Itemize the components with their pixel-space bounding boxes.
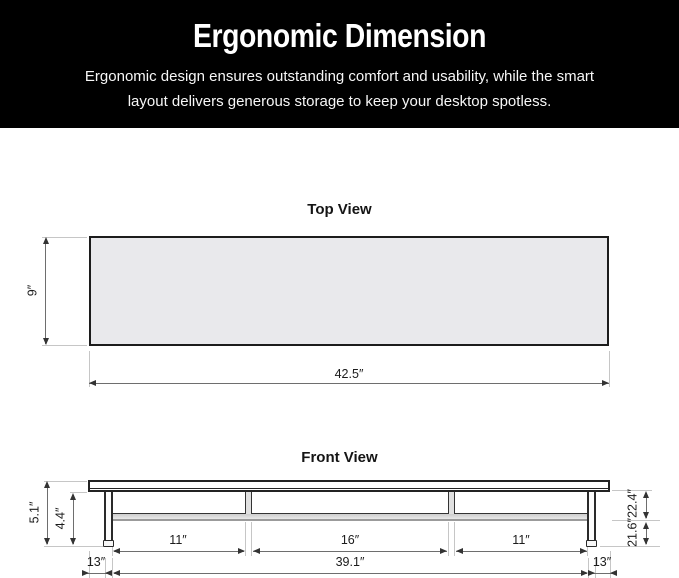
arrow-right-icon <box>581 570 588 576</box>
top-view-ext-line-left <box>89 351 90 387</box>
front-view-ext-leg-right-outer <box>595 558 596 578</box>
top-view-depth-label: 9″ <box>25 284 40 297</box>
arrow-up-icon <box>44 481 50 488</box>
front-view-ext-base-left <box>112 558 113 578</box>
front-view-bay-center-dim-line <box>253 551 447 552</box>
front-view-ext-leg-left-outer <box>105 558 106 578</box>
arrow-down-icon <box>43 338 49 345</box>
arrow-left-icon <box>89 380 96 386</box>
front-view-ext-shelf-right <box>612 520 660 521</box>
front-view-right-upper-dim-line <box>646 493 647 518</box>
arrow-left-icon <box>113 570 120 576</box>
top-view-ext-line-right <box>609 351 610 387</box>
front-view-overhang-left-label: 13″ <box>86 555 106 569</box>
top-view-surface <box>89 236 609 346</box>
front-view-ext-leg-right-inner <box>587 547 588 556</box>
front-view-ext-floor-left <box>44 546 103 547</box>
front-view-desktop-lip <box>90 487 608 489</box>
arrow-up-icon <box>43 237 49 244</box>
front-view-shelf <box>112 513 588 521</box>
front-view-overhang-right-label: 13″ <box>592 555 612 569</box>
header-subtitle-line1: Ergonomic design ensures outstanding com… <box>84 68 595 85</box>
arrow-right-icon <box>602 380 609 386</box>
front-view-base-width-dim-line <box>114 573 587 574</box>
front-view-bay-left-label: 11″ <box>169 533 187 547</box>
front-view-ext-leg-left-inner <box>112 547 113 556</box>
arrow-right-icon <box>238 548 245 554</box>
front-view-leg-left <box>104 491 113 540</box>
arrow-left-icon <box>105 570 112 576</box>
front-view-mid-support-left <box>245 491 252 514</box>
header-banner: Ergonomic Dimension Ergonomic design ens… <box>0 0 679 128</box>
page-title: Ergonomic Dimension <box>192 17 487 54</box>
front-view-right-lower-label: 21.6″ <box>625 518 640 547</box>
front-view-ext-base-right <box>588 558 589 578</box>
arrow-down-icon <box>70 538 76 545</box>
header-subtitle-line2: layout delivers generous storage to keep… <box>127 93 552 110</box>
front-view-desktop-surface <box>88 480 610 492</box>
front-view-ext-slab-bottom-left <box>70 492 87 493</box>
front-view-ext-midleg-left-a <box>245 522 246 556</box>
front-view-bay-right-dim-line <box>456 551 587 552</box>
arrow-up-icon <box>643 522 649 529</box>
arrow-left-icon <box>610 570 617 576</box>
front-view-bay-center-label: 16″ <box>340 533 360 547</box>
front-view-base-width-label: 39.1″ <box>335 555 365 569</box>
front-view-total-height-dim-line <box>47 483 48 544</box>
arrow-left-icon <box>253 548 260 554</box>
front-view-total-height-label: 5.1″ <box>27 501 42 524</box>
front-view-title: Front View <box>301 449 378 466</box>
arrow-down-icon <box>44 538 50 545</box>
arrow-left-icon <box>113 548 120 554</box>
front-view-overhang-left-dim-line <box>82 573 112 574</box>
arrow-up-icon <box>70 493 76 500</box>
top-view-ext-line-top <box>42 237 87 238</box>
front-view-foot-right <box>586 540 597 547</box>
front-view-clearance-label: 4.4″ <box>53 507 68 530</box>
top-view-title: Top View <box>307 201 372 218</box>
arrow-right-icon <box>580 548 587 554</box>
front-view-clearance-dim-line <box>73 495 74 544</box>
arrow-up-icon <box>643 491 649 498</box>
front-view-ext-midleg-left-b <box>251 522 252 556</box>
front-view-bay-right-label: 11″ <box>512 533 530 547</box>
front-view-foot-left <box>103 540 114 547</box>
front-view-ext-slab-bottom-right <box>612 490 652 491</box>
front-view-bay-left-dim-line <box>114 551 244 552</box>
top-view-depth-dim-line <box>45 239 46 344</box>
front-view-right-lower-dim-line <box>646 524 647 544</box>
front-view-leg-right <box>587 491 596 540</box>
front-view-ext-midleg-right-a <box>448 522 449 556</box>
top-view-width-label: 42.5″ <box>334 367 364 381</box>
front-view-overhang-right-dim-line <box>588 573 617 574</box>
top-view-width-dim-line <box>89 383 609 384</box>
arrow-down-icon <box>643 538 649 545</box>
front-view-mid-support-right <box>448 491 455 514</box>
front-view-ext-midleg-right-b <box>454 522 455 556</box>
front-view-ext-floor-right <box>600 546 660 547</box>
front-view-ext-slab-right-edge <box>610 551 611 578</box>
arrow-right-icon <box>588 570 595 576</box>
arrow-right-icon <box>440 548 447 554</box>
arrow-down-icon <box>643 512 649 519</box>
arrow-right-icon <box>82 570 89 576</box>
top-view-ext-line-bottom <box>42 345 87 346</box>
front-view-ext-slab-top-left <box>44 481 87 482</box>
arrow-left-icon <box>456 548 463 554</box>
front-view-ext-slab-left-edge <box>89 551 90 578</box>
